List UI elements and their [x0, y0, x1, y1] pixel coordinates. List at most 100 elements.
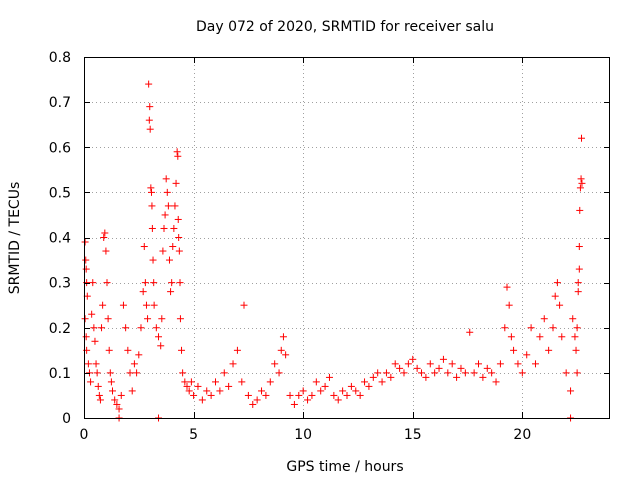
data-point — [203, 387, 211, 395]
data-point — [391, 360, 399, 368]
data-point — [133, 369, 141, 377]
data-point — [573, 369, 581, 377]
data-point — [572, 346, 580, 354]
data-point — [343, 391, 351, 399]
data-point — [82, 333, 90, 341]
data-point — [578, 134, 586, 142]
data-point — [409, 355, 417, 363]
data-point — [157, 342, 165, 350]
data-point — [181, 378, 189, 386]
data-point — [98, 324, 106, 332]
data-point — [325, 373, 333, 381]
data-point — [470, 369, 478, 377]
data-point — [171, 202, 179, 210]
data-point — [179, 369, 187, 377]
data-point — [81, 315, 89, 323]
data-point — [164, 202, 172, 210]
data-point — [122, 324, 130, 332]
data-point — [146, 125, 154, 133]
data-point — [101, 229, 109, 237]
data-point — [575, 265, 583, 273]
data-point — [435, 364, 443, 372]
data-point — [165, 256, 173, 264]
data-point — [187, 378, 195, 386]
data-point — [238, 378, 246, 386]
data-point — [161, 211, 169, 219]
data-point — [141, 279, 149, 287]
data-point — [183, 382, 191, 390]
data-point — [90, 324, 98, 332]
plot-frame — [84, 57, 610, 419]
data-point — [144, 315, 152, 323]
data-point — [334, 396, 342, 404]
data-point — [275, 369, 283, 377]
data-point — [220, 369, 228, 377]
data-point — [507, 333, 515, 341]
data-point — [396, 364, 404, 372]
data-point — [312, 378, 320, 386]
y-tick-label: 0.3 — [49, 276, 71, 292]
data-point — [105, 346, 113, 354]
data-point — [271, 360, 279, 368]
data-point — [286, 391, 294, 399]
data-point — [545, 346, 553, 354]
data-point — [115, 405, 123, 413]
data-point — [145, 116, 153, 124]
data-point — [194, 382, 202, 390]
y-tick-label: 0.5 — [49, 185, 71, 201]
data-point — [119, 301, 127, 309]
data-point — [567, 387, 575, 395]
data-point — [89, 279, 97, 287]
data-point — [146, 103, 154, 111]
data-point — [514, 360, 522, 368]
data-point — [295, 391, 303, 399]
data-point — [304, 396, 312, 404]
data-point — [85, 369, 93, 377]
data-point — [198, 396, 206, 404]
gridlines — [84, 57, 610, 418]
data-point — [282, 351, 290, 359]
data-point — [147, 184, 155, 192]
y-tick-label: 0.8 — [49, 50, 71, 66]
data-point — [536, 333, 544, 341]
data-point — [145, 80, 153, 88]
data-point — [88, 310, 96, 318]
data-point — [505, 301, 513, 309]
data-point — [169, 243, 177, 251]
data-point — [444, 369, 452, 377]
data-point — [185, 387, 193, 395]
data-point — [149, 256, 157, 264]
data-point — [361, 378, 369, 386]
data-point — [139, 288, 147, 296]
data-point — [574, 288, 582, 296]
data-point — [170, 224, 178, 232]
data-point — [510, 346, 518, 354]
data-point — [431, 369, 439, 377]
data-point — [551, 292, 559, 300]
data-point — [168, 279, 176, 287]
y-tick-label: 0.7 — [49, 95, 71, 111]
data-point — [167, 288, 175, 296]
data-point — [108, 387, 116, 395]
data-point — [501, 324, 509, 332]
data-point — [347, 382, 355, 390]
data-point — [496, 360, 504, 368]
data-point — [174, 152, 182, 160]
data-point — [113, 400, 121, 408]
data-point — [330, 391, 338, 399]
data-point — [562, 369, 570, 377]
data-point — [492, 378, 500, 386]
data-point — [558, 333, 566, 341]
data-point — [160, 224, 168, 232]
data-point — [523, 351, 531, 359]
x-tick-label: 5 — [189, 427, 198, 443]
axis-ticks — [84, 57, 610, 419]
x-tick-label: 20 — [513, 427, 531, 443]
y-tick-label: 0 — [62, 411, 71, 427]
data-point — [369, 373, 377, 381]
data-point — [503, 283, 511, 291]
data-point — [321, 382, 329, 390]
data-point — [216, 387, 224, 395]
data-point — [158, 315, 166, 323]
